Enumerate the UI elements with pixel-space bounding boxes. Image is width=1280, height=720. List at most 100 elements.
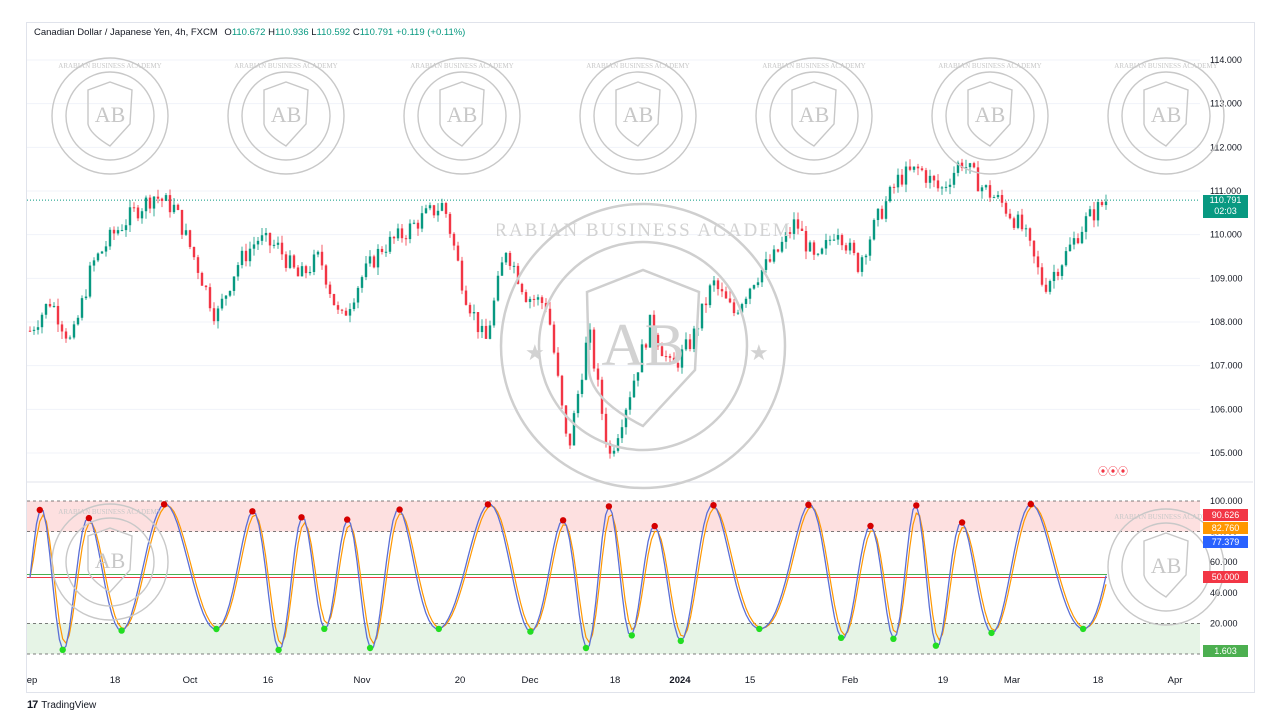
candle-body xyxy=(880,208,884,219)
candle-body xyxy=(1048,281,1052,292)
candle-body xyxy=(844,245,848,251)
candle-body xyxy=(988,185,992,198)
sell-signal-dot xyxy=(805,501,812,508)
candle-body xyxy=(72,324,76,338)
candle-body xyxy=(40,314,44,328)
candle-body xyxy=(56,305,60,325)
candle-body xyxy=(940,187,944,189)
candle-body xyxy=(1068,244,1072,252)
candle-body xyxy=(248,248,252,262)
candle-body xyxy=(1012,218,1016,228)
sell-signal-dot xyxy=(710,502,717,509)
candle-body xyxy=(600,379,604,414)
candle-body xyxy=(456,245,460,261)
candle-body xyxy=(588,329,592,343)
candle-body xyxy=(372,256,376,268)
grid-lines xyxy=(27,59,1253,483)
canada-flag-icon[interactable]: ⦿⦿⦿ xyxy=(1098,467,1128,478)
candle-body xyxy=(1084,216,1088,232)
oscillator-k-line xyxy=(29,503,1107,652)
candle-body xyxy=(272,244,276,246)
buy-signal-dot xyxy=(366,644,374,652)
candle-body xyxy=(64,331,68,339)
candle-body xyxy=(1092,209,1096,221)
candle-body xyxy=(896,174,900,188)
candle-body xyxy=(472,312,476,314)
candle-body xyxy=(388,236,392,252)
time-tick-label: Apr xyxy=(1167,675,1183,686)
candle-body xyxy=(656,334,660,347)
price-tick-label: 109.000 xyxy=(1210,273,1243,283)
candle-body xyxy=(548,308,552,325)
candle-body xyxy=(464,290,468,305)
candle-body xyxy=(648,314,652,348)
candle-body xyxy=(956,162,960,173)
candle-body xyxy=(840,235,844,246)
candle-body xyxy=(120,230,124,232)
sell-signal-dot xyxy=(344,516,351,523)
candle-body xyxy=(400,228,404,239)
time-tick-label: Feb xyxy=(841,675,859,686)
candle-body xyxy=(756,282,760,286)
candle-body xyxy=(1016,214,1020,228)
candle-body xyxy=(512,265,516,267)
buy-signal-dot xyxy=(932,642,940,649)
buy-signal-dot xyxy=(582,644,590,652)
buy-signal-dot xyxy=(213,625,220,633)
price-tick-label: 113.000 xyxy=(1210,99,1242,109)
candle-body xyxy=(812,242,816,255)
candle-body xyxy=(448,213,452,234)
candle-body xyxy=(496,275,500,301)
symbol-title[interactable]: Canadian Dollar / Japanese Yen, 4h, FXCM xyxy=(34,27,218,38)
sell-signal-dot xyxy=(651,522,658,530)
candle-body xyxy=(532,298,536,300)
candle-body xyxy=(236,265,240,277)
candle-body xyxy=(868,239,872,256)
candle-body xyxy=(348,309,352,316)
candle-body xyxy=(264,232,268,236)
candle-body xyxy=(232,276,236,291)
candle-body xyxy=(1060,265,1064,276)
candle-body xyxy=(820,248,824,254)
oscillator-tick-label: 40.000 xyxy=(1210,588,1238,598)
candle-body xyxy=(332,294,336,306)
buy-signal-dot xyxy=(321,625,328,632)
candle-body xyxy=(732,302,736,314)
candle-body xyxy=(696,328,700,330)
buy-signal-dot xyxy=(435,625,442,633)
candle-body xyxy=(680,349,684,368)
sell-signal-dot xyxy=(249,508,256,515)
candle-body xyxy=(304,266,308,274)
candle-body xyxy=(132,207,136,209)
buy-signal-dot xyxy=(988,629,995,637)
footer[interactable]: 17 TradingView xyxy=(27,699,96,711)
time-tick-label: 18 xyxy=(109,675,121,686)
candle-body xyxy=(836,235,840,240)
buy-signal-dot xyxy=(890,635,897,642)
osc-d-tag: 82.760 xyxy=(1203,522,1248,534)
candle-body xyxy=(1008,213,1012,219)
candle-body xyxy=(164,195,168,201)
candle-body xyxy=(52,305,56,307)
candle-body xyxy=(220,298,224,309)
candle-body xyxy=(1100,202,1104,206)
candle-body xyxy=(104,246,108,252)
candle-body xyxy=(364,263,368,278)
candle-body xyxy=(280,242,284,255)
candle-body xyxy=(864,255,868,258)
buy-signal-dot xyxy=(628,632,635,639)
candle-body xyxy=(612,450,616,454)
candle-body xyxy=(740,304,744,313)
candle-body xyxy=(308,271,312,274)
oscillator-tick-label: 100.000 xyxy=(1210,496,1243,506)
candle-body xyxy=(268,232,272,246)
candle-body xyxy=(432,205,436,216)
candle-body xyxy=(716,280,720,290)
candle-body xyxy=(1004,202,1008,214)
candle-body xyxy=(528,298,532,302)
candle-body xyxy=(488,325,492,339)
candle-body xyxy=(936,180,940,189)
candle-body xyxy=(628,397,632,410)
candle-body xyxy=(216,308,220,322)
